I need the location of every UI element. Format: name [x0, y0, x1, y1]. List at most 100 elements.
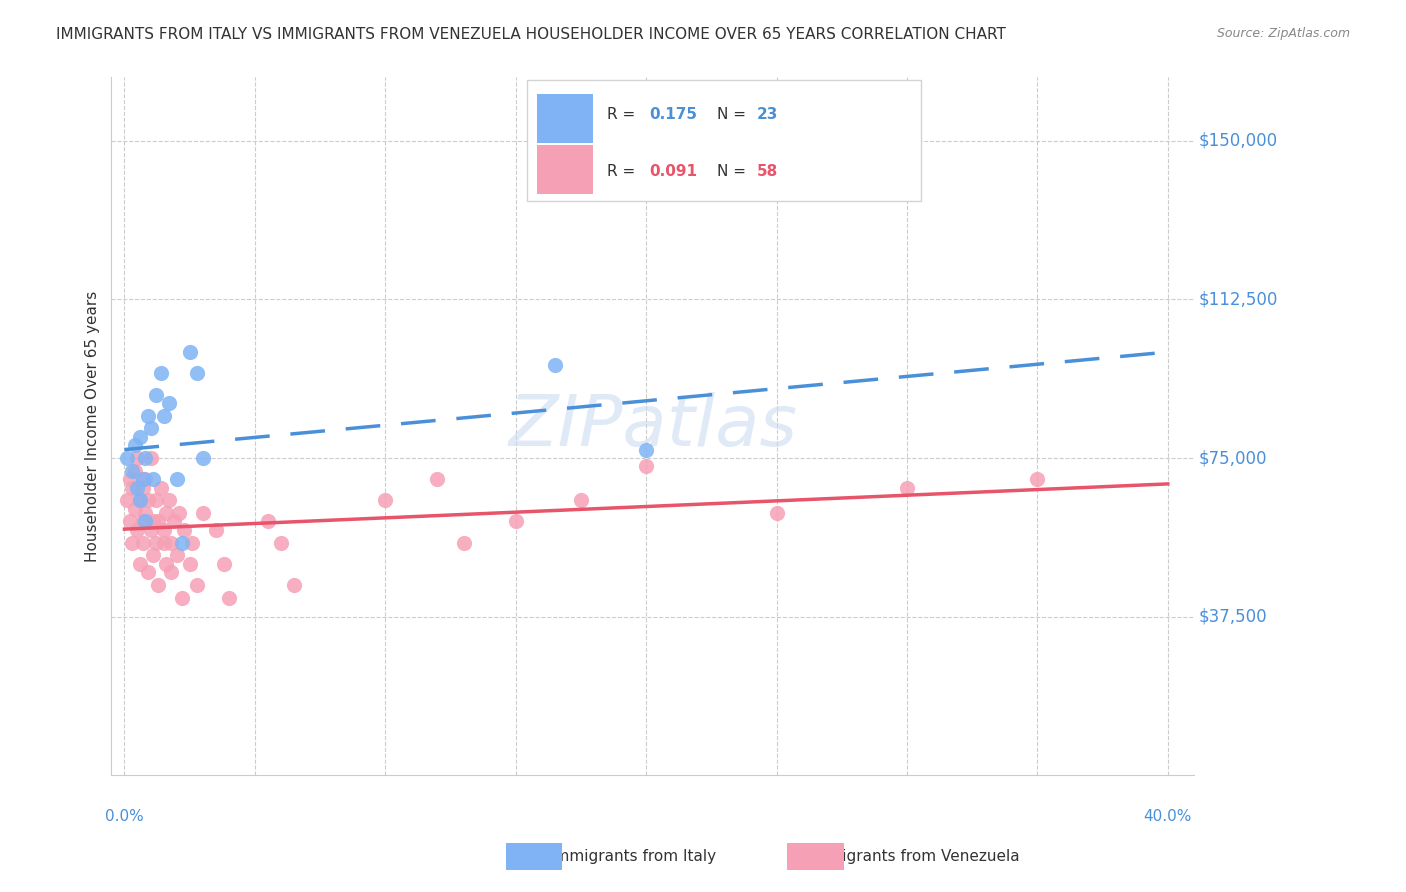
Text: IMMIGRANTS FROM ITALY VS IMMIGRANTS FROM VENEZUELA HOUSEHOLDER INCOME OVER 65 YE: IMMIGRANTS FROM ITALY VS IMMIGRANTS FROM…: [56, 27, 1007, 42]
Point: [270, 535, 292, 549]
Text: Immigrants from Venezuela: Immigrants from Venezuela: [808, 849, 1019, 863]
Point: [1026, 472, 1049, 486]
Point: [132, 515, 155, 529]
Text: Immigrants from Italy: Immigrants from Italy: [550, 849, 716, 863]
Point: [569, 493, 592, 508]
Point: [145, 493, 167, 508]
Point: [179, 345, 201, 359]
Point: [129, 430, 152, 444]
Text: ZIPatlas: ZIPatlas: [508, 392, 797, 461]
Point: [132, 472, 155, 486]
Point: [134, 472, 156, 486]
Point: [149, 367, 172, 381]
Point: [129, 493, 152, 508]
Point: [163, 515, 186, 529]
Point: [136, 409, 159, 423]
Point: [139, 523, 162, 537]
Point: [257, 515, 280, 529]
Point: [121, 481, 143, 495]
Point: [160, 535, 183, 549]
Y-axis label: Householder Income Over 65 years: Householder Income Over 65 years: [86, 291, 100, 562]
Point: [145, 387, 167, 401]
Point: [118, 472, 141, 486]
Point: [155, 506, 177, 520]
Point: [124, 464, 146, 478]
Point: [127, 523, 149, 537]
Point: [186, 578, 208, 592]
Point: [121, 464, 143, 478]
Point: [142, 515, 165, 529]
Point: [136, 493, 159, 508]
Point: [132, 481, 155, 495]
Point: [118, 515, 141, 529]
Point: [136, 565, 159, 579]
Point: [544, 358, 567, 372]
Point: [166, 549, 188, 563]
Text: Source: ZipAtlas.com: Source: ZipAtlas.com: [1216, 27, 1350, 40]
Point: [636, 442, 658, 457]
Point: [160, 565, 183, 579]
Point: [179, 557, 201, 571]
Text: R =: R =: [607, 107, 641, 121]
Point: [124, 501, 146, 516]
Point: [157, 493, 180, 508]
Point: [124, 438, 146, 452]
Point: [453, 535, 475, 549]
Point: [142, 549, 165, 563]
Point: [170, 535, 193, 549]
Point: [765, 506, 787, 520]
Point: [134, 506, 156, 520]
Point: [145, 535, 167, 549]
Point: [636, 459, 658, 474]
Text: N =: N =: [717, 164, 751, 178]
Point: [129, 493, 152, 508]
Point: [157, 396, 180, 410]
Point: [148, 515, 170, 529]
Point: [426, 472, 449, 486]
Point: [218, 591, 240, 605]
Point: [191, 506, 214, 520]
Point: [149, 481, 172, 495]
Text: $112,500: $112,500: [1199, 291, 1278, 309]
Point: [142, 472, 165, 486]
Point: [374, 493, 396, 508]
Point: [152, 523, 174, 537]
Point: [896, 481, 918, 495]
Point: [166, 472, 188, 486]
Point: [121, 535, 143, 549]
Text: $150,000: $150,000: [1199, 132, 1278, 150]
Point: [283, 578, 305, 592]
Point: [134, 450, 156, 465]
Point: [152, 409, 174, 423]
Point: [155, 557, 177, 571]
Point: [139, 421, 162, 435]
Point: [173, 523, 195, 537]
Point: [152, 535, 174, 549]
Point: [148, 578, 170, 592]
Point: [167, 506, 190, 520]
Point: [129, 557, 152, 571]
Point: [139, 450, 162, 465]
Point: [115, 493, 138, 508]
Text: N =: N =: [717, 107, 751, 121]
Point: [212, 557, 235, 571]
Point: [191, 450, 214, 465]
Text: 0.091: 0.091: [650, 164, 697, 178]
Text: 58: 58: [756, 164, 778, 178]
Point: [127, 450, 149, 465]
Point: [132, 535, 155, 549]
Text: 23: 23: [756, 107, 778, 121]
Point: [115, 450, 138, 465]
Point: [170, 591, 193, 605]
Text: R =: R =: [607, 164, 641, 178]
Point: [505, 515, 527, 529]
Text: $75,000: $75,000: [1199, 449, 1268, 467]
Text: $37,500: $37,500: [1199, 607, 1268, 625]
Text: 0.0%: 0.0%: [105, 809, 143, 824]
Point: [134, 515, 156, 529]
Point: [127, 481, 149, 495]
Text: 0.175: 0.175: [650, 107, 697, 121]
Point: [204, 523, 226, 537]
Point: [181, 535, 204, 549]
Text: 40.0%: 40.0%: [1143, 809, 1192, 824]
